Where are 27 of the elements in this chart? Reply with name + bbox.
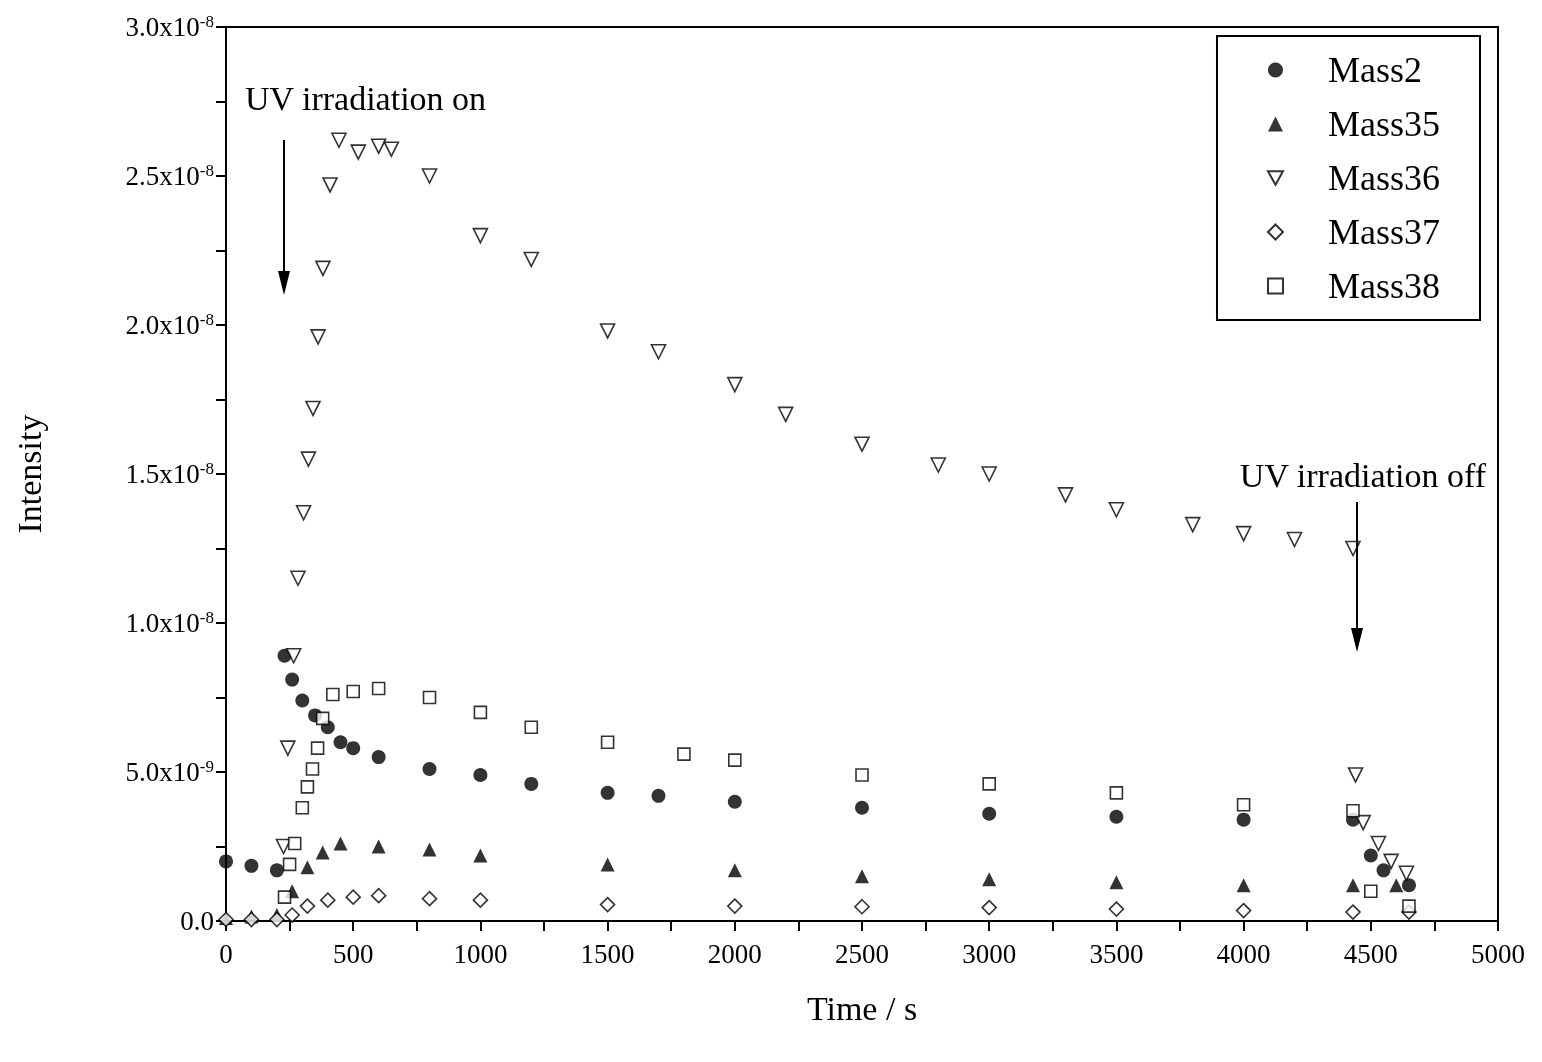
x-tick-label: 2000 <box>707 939 762 969</box>
x-tick-label: 3500 <box>1089 939 1144 969</box>
annotation: UV irradiation on <box>245 80 487 117</box>
y-tick-label: 3.0x10$^{-8}$ <box>125 11 214 42</box>
y-tick-label: 0.0 <box>180 906 214 936</box>
legend-label: Mass2 <box>1327 50 1423 90</box>
y-tick-label: 5.0x10$^{-9}$ <box>125 756 214 787</box>
annotation: UV irradiation off <box>1239 457 1487 494</box>
y-tick-label: 2.5x10$^{-8}$ <box>125 160 214 191</box>
x-tick-label: 1500 <box>580 939 635 969</box>
x-tick-label: 5000 <box>1471 939 1525 969</box>
x-tick-label: 1000 <box>453 939 508 969</box>
y-tick-label: 1.0x10$^{-8}$ <box>125 607 214 638</box>
legend-label: Mass36 <box>1327 158 1441 198</box>
x-tick-label: 3000 <box>962 939 1017 969</box>
y-tick-label: 1.5x10$^{-8}$ <box>125 458 214 489</box>
y-tick-label: 2.0x10$^{-8}$ <box>125 309 214 340</box>
legend-label: Mass35 <box>1327 104 1441 144</box>
x-tick-label: 4500 <box>1343 939 1398 969</box>
y-axis-title: Intensity <box>10 414 48 534</box>
legend-label: Mass37 <box>1327 212 1441 252</box>
x-tick-label: 2500 <box>835 939 889 969</box>
x-tick-label: 500 <box>332 939 374 969</box>
legend-label: Mass38 <box>1327 266 1441 306</box>
x-tick-label: 4000 <box>1216 939 1271 969</box>
x-tick-label: 0 <box>219 939 233 969</box>
x-axis-title: Time / s <box>806 989 918 1027</box>
